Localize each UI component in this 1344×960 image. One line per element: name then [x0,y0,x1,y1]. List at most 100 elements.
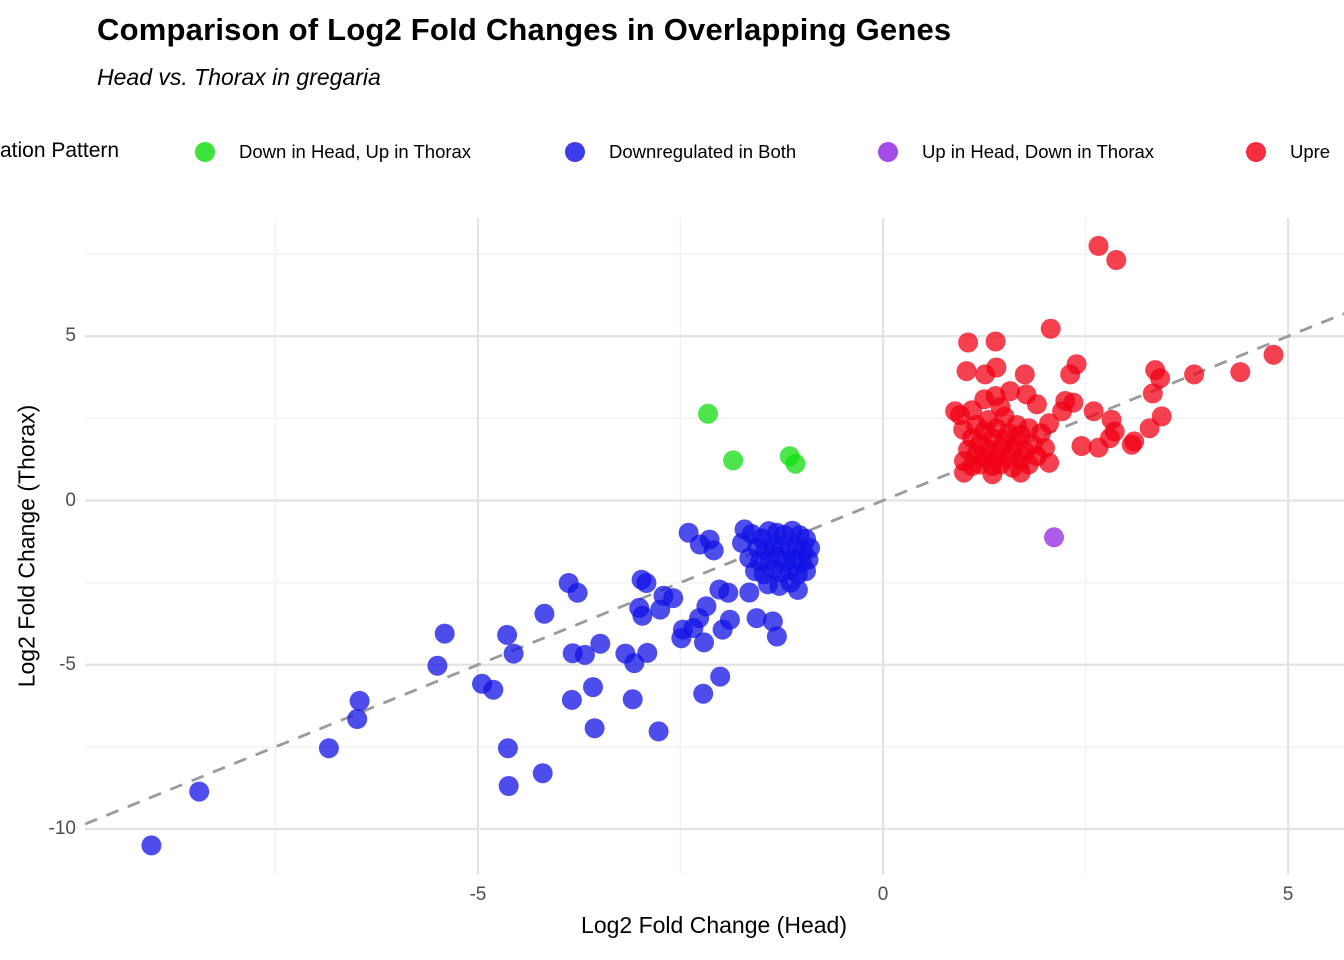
data-point [1040,318,1061,339]
data-point [1230,362,1251,383]
data-point [723,450,744,471]
data-point [990,396,1011,417]
major-gridlines [85,218,1344,875]
legend-title: ation Pattern [0,139,120,162]
data-point [1139,418,1160,439]
data-point [622,689,643,710]
legend-item-label: Down in Head, Up in Thorax [239,141,472,162]
purple-dot-icon [878,142,898,162]
series-up-in-head-down-in-thorax [1044,527,1064,548]
data-point [497,624,518,645]
y-tick-label: 0 [65,489,76,511]
data-point [590,633,611,654]
data-point [1121,434,1142,455]
green-dot-icon [195,142,215,162]
data-point [318,738,339,759]
legend-item-upregulated-both-truncated: Upre [1246,136,1330,168]
data-point [434,623,455,644]
page-title: Comparison of Log2 Fold Changes in Overl… [97,12,952,47]
x-tick-label: -5 [469,884,487,905]
data-point [663,588,684,609]
data-point [719,609,740,630]
data-point [534,603,555,624]
plot-panel [85,218,1344,875]
x-tick-label: 0 [877,884,889,905]
data-point [584,718,605,739]
data-point [574,644,595,665]
series-down-in-head-up-in-thorax [698,403,806,474]
legend-item-label: Downregulated in Both [609,141,797,162]
blue-dot-icon [565,142,585,162]
data-point [503,643,524,664]
legend-item-downregulated-both: Downregulated in Both [565,136,796,168]
data-point [427,655,448,676]
data-point [532,763,553,784]
data-point [1052,401,1073,422]
data-point [632,605,653,626]
legend-item-up-head-down-thorax: Up in Head, Down in Thorax [878,136,1154,168]
scatter-plot-canvas [85,218,1344,875]
legend-item-down-head-up-thorax: Down in Head, Up in Thorax [195,136,471,168]
data-point [1088,235,1109,256]
series-upre [945,235,1284,485]
red-dot-icon [1246,142,1266,162]
data-point [1184,364,1205,385]
data-point [796,561,816,582]
x-axis-title: Log2 Fold Change (Head) [581,912,847,938]
y-tick-label: -5 [59,653,76,675]
y-axis-title: Log2 Fold Change (Thorax) [13,404,40,688]
data-point [954,462,974,483]
data-point [583,677,603,698]
data-point [1000,381,1021,402]
data-point [739,582,760,603]
data-point [1088,437,1109,458]
legend-item-label: Up in Head, Down in Thorax [922,141,1155,162]
data-point [1014,364,1035,385]
page-subtitle: Head vs. Thorax in gregaria [97,64,381,90]
data-point [693,683,714,704]
data-point [718,582,739,603]
series-downregulated-in-both [141,519,821,856]
data-point [962,400,983,421]
data-point [141,835,162,856]
data-point [1106,250,1127,270]
data-point [1026,394,1047,415]
y-tick-label: -10 [48,818,76,839]
data-point [1010,462,1031,483]
data-point [1071,436,1092,456]
data-point [958,332,979,353]
data-point [1060,364,1081,385]
y-tick-label: 5 [65,325,76,347]
x-tick-label: 5 [1282,884,1294,905]
data-point [1263,344,1284,365]
data-point [986,357,1007,378]
data-point [567,582,588,603]
data-point [671,628,692,649]
legend: ation Pattern Down in Head, Up in Thorax… [0,136,1344,168]
data-point [985,331,1006,352]
data-point [636,573,657,593]
data-point [1142,383,1163,404]
data-point [347,709,368,729]
data-point [637,642,658,663]
data-point [497,738,518,759]
data-point [746,608,767,629]
data-point [785,453,806,474]
data-point [1150,368,1171,389]
data-point [498,776,519,796]
data-point [1039,452,1060,473]
data-point [648,721,669,742]
data-point [349,690,370,711]
data-point [762,611,783,632]
identity-line [85,312,1344,826]
data-point [703,540,724,561]
data-point [698,403,718,424]
data-point [710,666,731,687]
data-point [766,626,787,647]
legend-item-label: Upre [1290,141,1331,162]
data-point [1044,527,1064,548]
data-point [1039,413,1060,434]
data-point [956,361,977,382]
data-point [982,464,1003,485]
